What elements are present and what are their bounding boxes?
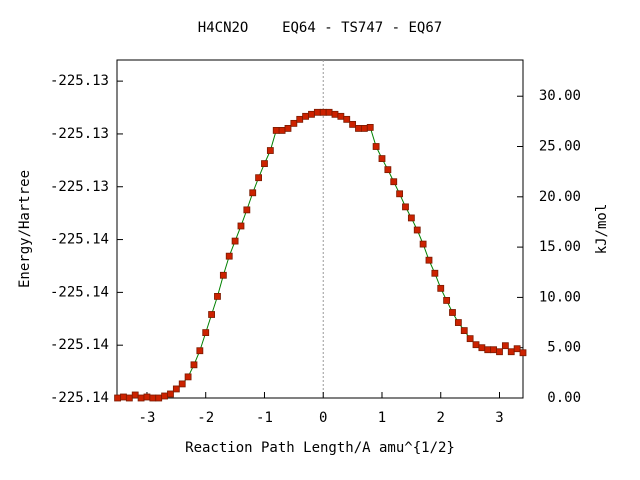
point-marker bbox=[366, 123, 374, 131]
point-marker bbox=[425, 256, 433, 264]
point-marker bbox=[302, 112, 310, 120]
point-marker bbox=[231, 237, 239, 245]
point-marker bbox=[172, 385, 180, 393]
point-marker bbox=[284, 125, 292, 132]
y2-tick-label: 15.00 bbox=[539, 239, 581, 255]
point-marker bbox=[419, 240, 427, 248]
point-marker bbox=[131, 391, 139, 399]
point-marker bbox=[155, 394, 163, 402]
x-tick-label: 2 bbox=[437, 410, 445, 426]
plot-frame bbox=[116, 59, 524, 399]
point-marker bbox=[343, 115, 351, 123]
point-marker bbox=[261, 160, 268, 168]
y-tick-label: -225.13 bbox=[50, 126, 109, 142]
point-marker bbox=[190, 361, 198, 369]
point-marker bbox=[325, 108, 333, 116]
point-marker bbox=[402, 203, 409, 211]
point-marker bbox=[296, 115, 304, 123]
y2-tick-label: 20.00 bbox=[539, 189, 581, 205]
y-tick-label: -225.13 bbox=[50, 73, 109, 89]
point-marker bbox=[196, 347, 204, 355]
point-marker bbox=[484, 346, 492, 354]
point-marker bbox=[313, 108, 321, 116]
point-marker bbox=[360, 125, 368, 132]
point-marker bbox=[184, 373, 192, 381]
y2-tick-label: 10.00 bbox=[539, 289, 581, 305]
point-marker bbox=[243, 206, 251, 214]
point-marker bbox=[178, 380, 186, 388]
y-tick-label: -225.14 bbox=[50, 284, 109, 300]
point-marker bbox=[501, 342, 509, 350]
point-marker bbox=[454, 319, 462, 326]
point-marker bbox=[390, 178, 398, 186]
point-marker bbox=[272, 127, 280, 134]
point-marker bbox=[319, 108, 327, 116]
x-tick-label: -1 bbox=[256, 410, 273, 426]
point-marker bbox=[202, 329, 210, 337]
chart-title: H4CN2O EQ64 - TS747 - EQ67 bbox=[198, 20, 442, 36]
point-marker bbox=[208, 311, 215, 318]
point-marker bbox=[219, 271, 227, 279]
point-marker bbox=[167, 390, 174, 398]
point-marker bbox=[372, 143, 380, 150]
point-marker bbox=[337, 112, 345, 120]
point-marker bbox=[161, 392, 168, 400]
point-marker bbox=[143, 393, 151, 401]
point-marker bbox=[237, 222, 245, 230]
point-marker bbox=[278, 127, 286, 134]
point-marker bbox=[513, 345, 521, 353]
point-marker bbox=[478, 344, 486, 352]
point-marker bbox=[225, 252, 233, 260]
point-marker bbox=[214, 292, 221, 300]
x-tick-label: 1 bbox=[378, 410, 386, 426]
y2-axis-label: kJ/mol bbox=[594, 204, 610, 255]
point-marker bbox=[496, 348, 503, 356]
point-marker bbox=[437, 284, 445, 292]
point-marker bbox=[460, 327, 468, 335]
point-marker bbox=[149, 394, 157, 402]
point-marker bbox=[449, 309, 456, 316]
y-tick-label: -225.13 bbox=[50, 179, 109, 195]
x-tick-label: 0 bbox=[319, 410, 327, 426]
point-marker bbox=[507, 348, 515, 356]
y2-tick-label: 5.00 bbox=[547, 340, 581, 356]
x-tick-label: -3 bbox=[139, 410, 156, 426]
point-marker bbox=[490, 346, 498, 354]
point-marker bbox=[137, 394, 145, 402]
point-marker bbox=[249, 189, 257, 197]
point-marker bbox=[255, 174, 263, 182]
point-marker bbox=[519, 349, 527, 357]
y2-tick-label: 25.00 bbox=[539, 139, 581, 155]
y-tick-label: -225.14 bbox=[50, 232, 109, 248]
point-marker bbox=[120, 393, 127, 401]
point-marker bbox=[472, 341, 480, 349]
y2-tick-label: 0.00 bbox=[547, 390, 581, 406]
x-tick-label: 3 bbox=[495, 410, 503, 426]
point-marker bbox=[466, 335, 474, 343]
point-marker bbox=[308, 110, 315, 118]
y-tick-label: -225.14 bbox=[50, 390, 109, 406]
point-marker bbox=[396, 190, 404, 198]
y2-tick-label: 30.00 bbox=[539, 88, 581, 104]
point-marker bbox=[355, 125, 362, 132]
point-marker bbox=[431, 269, 439, 277]
point-marker bbox=[114, 394, 121, 402]
point-marker bbox=[290, 119, 298, 127]
point-marker bbox=[443, 297, 451, 304]
point-marker bbox=[384, 166, 392, 174]
y-axis-label: Energy/Hartree bbox=[17, 170, 33, 288]
point-marker bbox=[331, 110, 339, 118]
x-axis-label: Reaction Path Length/A amu^{1/2} bbox=[185, 440, 455, 456]
x-tick-label: -2 bbox=[197, 410, 214, 426]
point-marker bbox=[349, 120, 357, 128]
y-tick-label: -225.14 bbox=[50, 337, 109, 353]
point-marker bbox=[413, 226, 421, 234]
point-marker bbox=[266, 147, 274, 154]
series-line bbox=[117, 111, 524, 399]
point-marker bbox=[125, 394, 133, 402]
point-marker bbox=[407, 214, 415, 222]
point-marker bbox=[378, 155, 386, 162]
